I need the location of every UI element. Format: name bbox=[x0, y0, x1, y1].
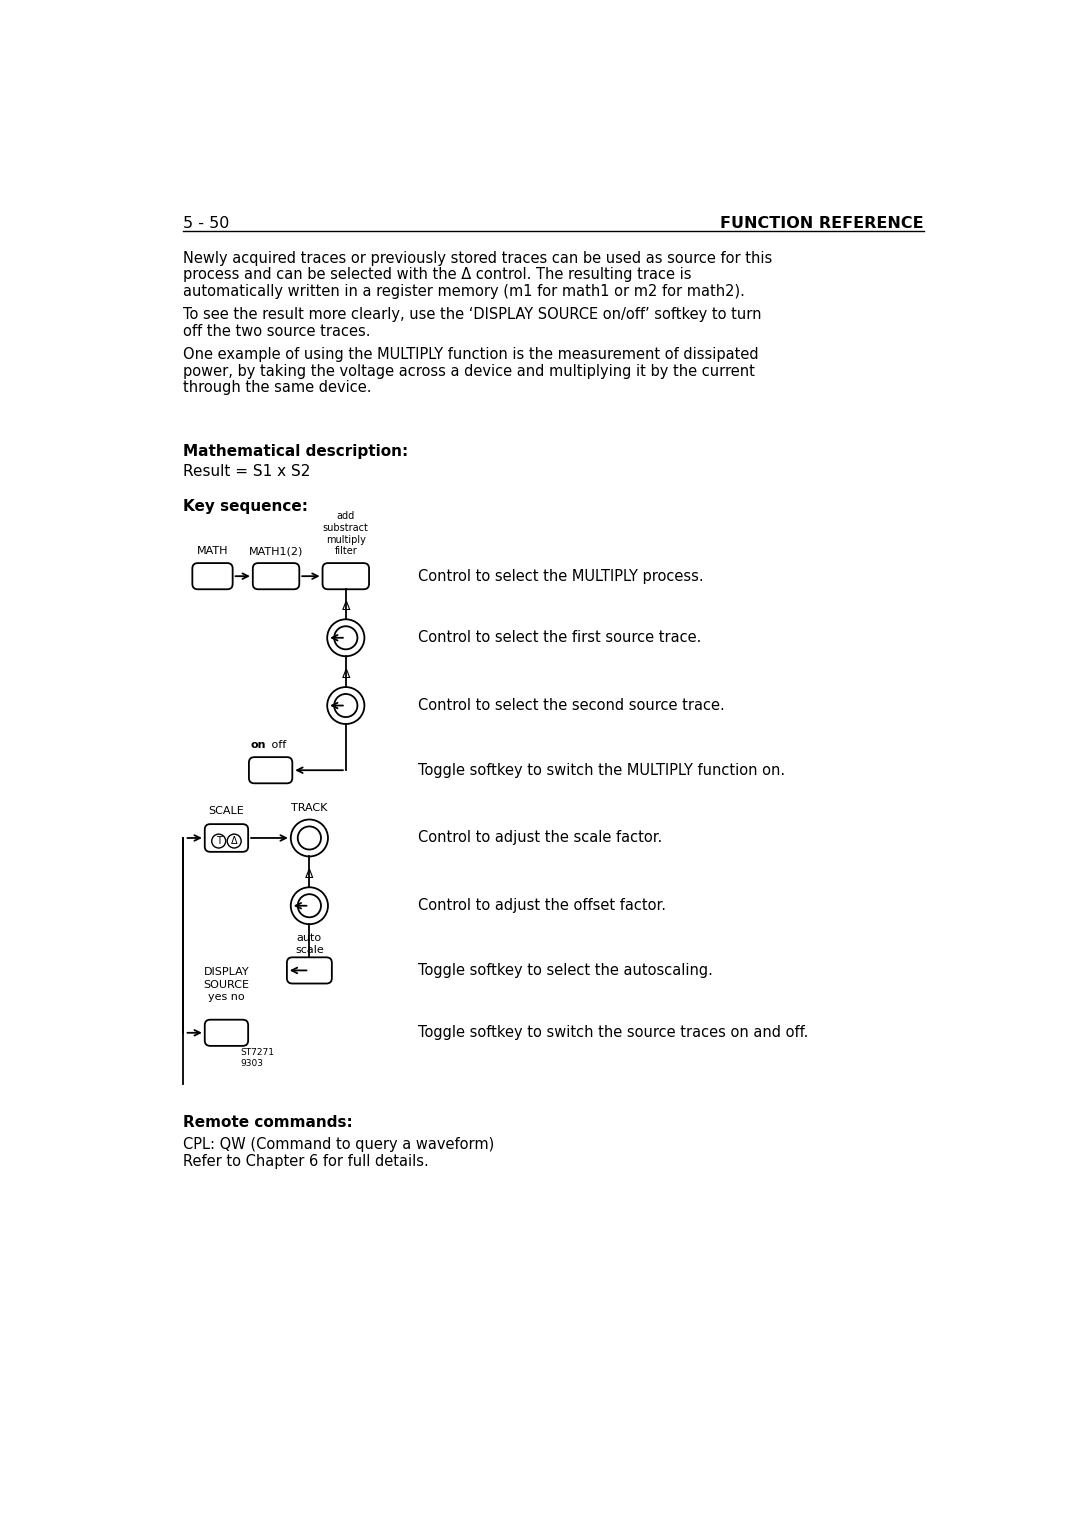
Text: Toggle softkey to switch the source traces on and off.: Toggle softkey to switch the source trac… bbox=[418, 1026, 808, 1040]
Text: Toggle softkey to switch the MULTIPLY function on.: Toggle softkey to switch the MULTIPLY fu… bbox=[418, 763, 785, 778]
Text: One example of using the MULTIPLY function is the measurement of dissipated: One example of using the MULTIPLY functi… bbox=[183, 347, 758, 362]
FancyBboxPatch shape bbox=[248, 757, 293, 783]
Text: off: off bbox=[268, 740, 286, 751]
Text: Δ: Δ bbox=[306, 868, 313, 881]
Circle shape bbox=[227, 835, 241, 849]
Text: process and can be selected with the Δ control. The resulting trace is: process and can be selected with the Δ c… bbox=[183, 268, 691, 283]
Text: Remote commands:: Remote commands: bbox=[183, 1115, 353, 1130]
Circle shape bbox=[334, 627, 357, 650]
Circle shape bbox=[327, 687, 364, 725]
Circle shape bbox=[334, 694, 357, 717]
Text: auto
scale: auto scale bbox=[295, 933, 324, 956]
Circle shape bbox=[291, 820, 328, 856]
Text: 5 - 50: 5 - 50 bbox=[183, 216, 229, 231]
Circle shape bbox=[298, 827, 321, 850]
FancyBboxPatch shape bbox=[323, 563, 369, 589]
Text: off the two source traces.: off the two source traces. bbox=[183, 324, 370, 338]
Text: SCALE: SCALE bbox=[208, 806, 244, 816]
FancyBboxPatch shape bbox=[192, 563, 232, 589]
FancyBboxPatch shape bbox=[205, 1020, 248, 1046]
Text: Toggle softkey to select the autoscaling.: Toggle softkey to select the autoscaling… bbox=[418, 963, 713, 979]
Text: Key sequence:: Key sequence: bbox=[183, 498, 308, 514]
Text: T: T bbox=[216, 836, 221, 846]
FancyBboxPatch shape bbox=[205, 824, 248, 852]
Text: MATH: MATH bbox=[197, 546, 228, 557]
Text: ST7271
9303: ST7271 9303 bbox=[241, 1049, 274, 1067]
Text: To see the result more clearly, use the ‘DISPLAY SOURCE on/off’ softkey to turn: To see the result more clearly, use the … bbox=[183, 307, 761, 323]
FancyBboxPatch shape bbox=[287, 957, 332, 983]
Text: through the same device.: through the same device. bbox=[183, 379, 372, 394]
Text: Control to select the second source trace.: Control to select the second source trac… bbox=[418, 699, 725, 713]
Text: Mathematical description:: Mathematical description: bbox=[183, 443, 408, 459]
Text: Result = S1 x S2: Result = S1 x S2 bbox=[183, 463, 310, 479]
Text: Control to adjust the scale factor.: Control to adjust the scale factor. bbox=[418, 830, 662, 846]
Text: Refer to Chapter 6 for full details.: Refer to Chapter 6 for full details. bbox=[183, 1154, 429, 1168]
Text: automatically written in a register memory (m1 for math1 or m2 for math2).: automatically written in a register memo… bbox=[183, 283, 745, 298]
Text: power, by taking the voltage across a device and multiplying it by the current: power, by taking the voltage across a de… bbox=[183, 364, 755, 379]
Circle shape bbox=[212, 835, 226, 849]
Text: Δ: Δ bbox=[341, 601, 350, 613]
FancyBboxPatch shape bbox=[253, 563, 299, 589]
Text: MATH1(2): MATH1(2) bbox=[248, 546, 303, 557]
Text: on: on bbox=[251, 740, 266, 751]
Text: add
substract
multiply
filter: add substract multiply filter bbox=[323, 511, 368, 557]
Circle shape bbox=[291, 887, 328, 924]
Text: TRACK: TRACK bbox=[292, 803, 327, 813]
Text: DISPLAY
SOURCE
yes no: DISPLAY SOURCE yes no bbox=[203, 968, 249, 1001]
Text: Control to select the first source trace.: Control to select the first source trace… bbox=[418, 630, 701, 645]
Text: Δ: Δ bbox=[341, 668, 350, 680]
Text: Δ: Δ bbox=[231, 836, 238, 846]
Circle shape bbox=[298, 894, 321, 917]
Text: Control to select the MULTIPLY process.: Control to select the MULTIPLY process. bbox=[418, 569, 703, 584]
Text: Newly acquired traces or previously stored traces can be used as source for this: Newly acquired traces or previously stor… bbox=[183, 251, 772, 266]
Text: FUNCTION REFERENCE: FUNCTION REFERENCE bbox=[720, 216, 924, 231]
Text: CPL: QW (Command to query a waveform): CPL: QW (Command to query a waveform) bbox=[183, 1136, 495, 1151]
Text: Control to adjust the offset factor.: Control to adjust the offset factor. bbox=[418, 898, 666, 913]
Circle shape bbox=[327, 619, 364, 656]
